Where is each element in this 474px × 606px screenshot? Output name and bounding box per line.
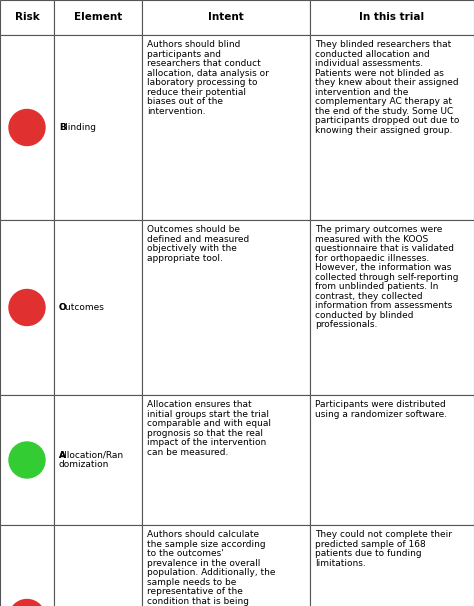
Text: prevalence in the overall: prevalence in the overall [147, 559, 260, 568]
Text: objectively with the: objectively with the [147, 244, 237, 253]
Text: Outcomes: Outcomes [59, 303, 105, 312]
Text: Participants were distributed: Participants were distributed [315, 400, 446, 409]
Circle shape [9, 290, 45, 325]
Text: questionnaire that is validated: questionnaire that is validated [315, 244, 454, 253]
Text: condition that is being: condition that is being [147, 597, 249, 606]
Bar [310, 35, 474, 220]
Text: limitations.: limitations. [315, 559, 366, 568]
Text: patients due to funding: patients due to funding [315, 549, 422, 558]
Bar [54, 220, 142, 395]
Text: Blinding: Blinding [59, 123, 96, 132]
Text: individual assessments.: individual assessments. [315, 59, 423, 68]
Text: Outcomes should be: Outcomes should be [147, 225, 240, 235]
Text: intervention and the: intervention and the [315, 88, 409, 97]
Text: Authors should calculate: Authors should calculate [147, 530, 259, 539]
Text: defined and measured: defined and measured [147, 235, 249, 244]
Bar [142, 220, 310, 395]
Text: complementary AC therapy at: complementary AC therapy at [315, 97, 452, 106]
Text: researchers that conduct: researchers that conduct [147, 59, 261, 68]
Bar [310, 0, 474, 35]
Bar [0, 220, 54, 395]
Text: appropriate tool.: appropriate tool. [147, 254, 223, 263]
Text: they knew about their assigned: they knew about their assigned [315, 78, 459, 87]
Bar [310, 220, 474, 395]
Text: Allocation/Ran: Allocation/Ran [59, 451, 124, 460]
Text: Authors should blind: Authors should blind [147, 40, 240, 49]
Bar [0, 395, 54, 525]
Text: B: B [59, 123, 66, 132]
Bar [142, 35, 310, 220]
Text: They could not complete their: They could not complete their [315, 530, 452, 539]
Circle shape [9, 110, 45, 145]
Text: conducted allocation and: conducted allocation and [315, 50, 430, 59]
Text: domization: domization [59, 460, 109, 469]
Bar [54, 395, 142, 525]
Text: reduce their potential: reduce their potential [147, 88, 246, 97]
Text: laboratory processing to: laboratory processing to [147, 78, 257, 87]
Bar [142, 525, 310, 606]
Text: the end of the study. Some UC: the end of the study. Some UC [315, 107, 453, 116]
Text: sample needs to be: sample needs to be [147, 578, 237, 587]
Text: predicted sample of 168: predicted sample of 168 [315, 540, 426, 549]
Text: They blinded researchers that: They blinded researchers that [315, 40, 451, 49]
Text: Risk: Risk [15, 13, 39, 22]
Text: initial groups start the trial: initial groups start the trial [147, 410, 269, 419]
Bar [0, 0, 54, 35]
Text: biases out of the: biases out of the [147, 97, 223, 106]
Text: Intent: Intent [208, 13, 244, 22]
Bar [310, 525, 474, 606]
Text: Patients were not blinded as: Patients were not blinded as [315, 68, 444, 78]
Text: intervention.: intervention. [147, 107, 206, 116]
Text: Element: Element [74, 13, 122, 22]
Text: comparable and with equal: comparable and with equal [147, 419, 271, 428]
Bar [54, 525, 142, 606]
Text: However, the information was: However, the information was [315, 263, 451, 272]
Bar [0, 35, 54, 220]
Text: prognosis so that the real: prognosis so that the real [147, 429, 263, 438]
Bar [54, 0, 142, 35]
Text: conducted by blinded: conducted by blinded [315, 311, 413, 320]
Text: to the outcomes': to the outcomes' [147, 549, 224, 558]
Text: impact of the intervention: impact of the intervention [147, 438, 266, 447]
Text: measured with the KOOS: measured with the KOOS [315, 235, 428, 244]
Text: Allocation ensures that: Allocation ensures that [147, 400, 252, 409]
Text: In this trial: In this trial [359, 13, 425, 22]
Bar [310, 395, 474, 525]
Text: professionals.: professionals. [315, 320, 377, 329]
Circle shape [9, 442, 45, 478]
Text: participants dropped out due to: participants dropped out due to [315, 116, 459, 125]
Text: allocation, data analysis or: allocation, data analysis or [147, 68, 269, 78]
Text: the sample size according: the sample size according [147, 540, 265, 549]
Text: O: O [59, 303, 67, 312]
Text: from unblinded patients. In: from unblinded patients. In [315, 282, 438, 291]
Text: contrast, they collected: contrast, they collected [315, 291, 423, 301]
Bar [142, 395, 310, 525]
Text: population. Additionally, the: population. Additionally, the [147, 568, 275, 578]
Text: representative of the: representative of the [147, 587, 243, 596]
Text: for orthopaedic illnesses.: for orthopaedic illnesses. [315, 254, 429, 263]
Text: using a randomizer software.: using a randomizer software. [315, 410, 447, 419]
Bar [54, 35, 142, 220]
Text: information from assessments: information from assessments [315, 301, 452, 310]
Text: A: A [59, 451, 66, 460]
Text: knowing their assigned group.: knowing their assigned group. [315, 126, 452, 135]
Text: The primary outcomes were: The primary outcomes were [315, 225, 442, 235]
Bar [142, 0, 310, 35]
Text: collected through self-reporting: collected through self-reporting [315, 273, 458, 282]
Text: can be measured.: can be measured. [147, 448, 228, 457]
Bar [0, 525, 54, 606]
Text: participants and: participants and [147, 50, 221, 59]
Circle shape [9, 599, 45, 606]
